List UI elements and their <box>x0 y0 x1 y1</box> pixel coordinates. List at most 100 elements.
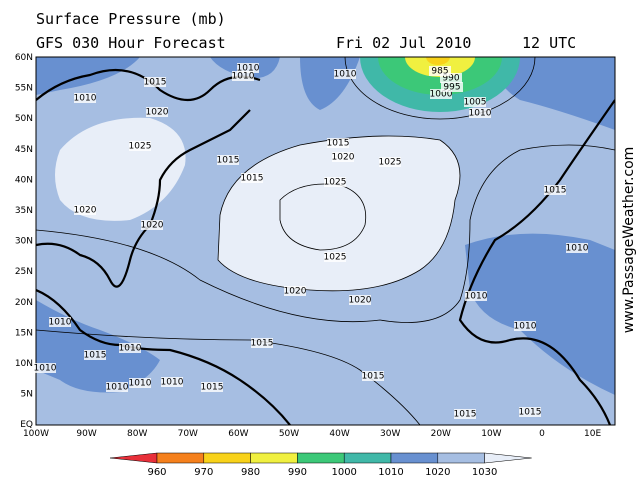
contour-label: 1010 <box>469 109 492 119</box>
colorbar-label: 970 <box>194 467 213 478</box>
lat-label: 45N <box>15 145 33 155</box>
contour-label-bg <box>429 66 451 76</box>
subtitle: GFS 030 Hour Forecast <box>36 34 226 52</box>
contour-label-bg <box>84 350 106 360</box>
contour-label-bg <box>161 377 183 387</box>
lat-label: 30N <box>15 237 33 247</box>
contour-label-bg <box>74 93 96 103</box>
lon-label: 60W <box>228 429 248 439</box>
contour-label: 1010 <box>232 72 255 82</box>
colorbar-segment <box>250 452 298 464</box>
contour-label: 1010 <box>514 322 537 332</box>
contour-label-bg <box>241 173 263 183</box>
contour-label: 1010 <box>119 344 142 354</box>
contour-label-bg <box>514 321 536 331</box>
contour-label-bg <box>544 185 566 195</box>
contour-label-bg <box>129 378 151 388</box>
contour-label-bg <box>74 205 96 215</box>
contour-label-bg <box>440 73 462 83</box>
contour-label: 985 <box>431 67 448 77</box>
title: Surface Pressure (mb) <box>36 10 226 28</box>
contour-label-bg <box>465 291 487 301</box>
contour-label: 1010 <box>49 318 72 328</box>
lon-label: 70W <box>178 429 198 439</box>
contour-label: 1025 <box>129 142 152 152</box>
contour-label: 1015 <box>217 156 240 166</box>
contour-label: 1015 <box>251 339 274 349</box>
contour-label: 1000 <box>430 90 453 100</box>
contour-label-bg <box>469 108 491 118</box>
contour-label-bg <box>324 252 346 262</box>
contour-label: 1005 <box>464 98 487 108</box>
colorbar-label: 1000 <box>331 467 356 478</box>
contour-label: 995 <box>443 83 460 93</box>
lat-label: 60N <box>15 53 33 63</box>
contour-label-bg <box>144 77 166 87</box>
lon-label: 20W <box>431 429 451 439</box>
contour-label: 1010 <box>74 94 97 104</box>
contour-label-bg <box>201 382 223 392</box>
contour-label: 1015 <box>454 410 477 420</box>
contour-label-bg <box>129 141 151 151</box>
contour-label: 1020 <box>349 296 372 306</box>
contour-label-bg <box>146 107 168 117</box>
colorbar-label: 980 <box>241 467 260 478</box>
lat-label: 15N <box>15 328 33 338</box>
contour-label: 1015 <box>84 351 107 361</box>
contour-label-bg <box>251 338 273 348</box>
contour-label-bg <box>141 220 163 230</box>
contour-label: 1020 <box>74 206 97 216</box>
lat-label: EQ <box>20 420 33 430</box>
contour-label-bg <box>119 343 141 353</box>
contour-label-bg <box>454 409 476 419</box>
lon-label: 0 <box>539 429 545 439</box>
lat-label: 35N <box>15 206 33 216</box>
lon-label: 10E <box>584 429 601 439</box>
colorbar-segment <box>343 452 392 464</box>
contour-label: 1020 <box>332 153 355 163</box>
colorbar-label: 1010 <box>378 467 403 478</box>
map-frame <box>35 56 616 426</box>
contour-label-bg <box>284 286 306 296</box>
lat-label: 5N <box>21 390 33 400</box>
colorbar-segment <box>297 452 345 464</box>
lon-label: 40W <box>329 429 349 439</box>
contour-label: 1025 <box>324 253 347 263</box>
contour-label-bg <box>566 243 588 253</box>
contour-label-bg <box>334 69 356 79</box>
contour-label: 990 <box>442 74 459 84</box>
colorbar-label: 960 <box>147 467 166 478</box>
colorbar-label: 1020 <box>425 467 450 478</box>
lon-label: 90W <box>76 429 96 439</box>
colorbar-arrow <box>484 452 532 464</box>
contour-label: 1010 <box>566 244 589 254</box>
contour-label: 1015 <box>362 372 385 382</box>
contour-label: 1010 <box>129 379 152 389</box>
contour-label: 1010 <box>465 292 488 302</box>
contour-label-bg <box>349 295 371 305</box>
contour-label-bg <box>332 152 354 162</box>
contour-label-bg <box>430 89 452 99</box>
contour-label-bg <box>362 371 384 381</box>
colorbar-label: 990 <box>288 467 307 478</box>
lon-label: 100W <box>23 429 49 439</box>
lat-label: 40N <box>15 175 33 185</box>
lon-label: 30W <box>380 429 400 439</box>
contour-label: 1015 <box>544 186 567 196</box>
colorbar-arrow <box>109 452 158 464</box>
contour-label: 1020 <box>284 287 307 297</box>
contour-label: 1015 <box>144 78 167 88</box>
contour-label: 1015 <box>327 139 350 149</box>
contour-label: 1010 <box>106 383 129 393</box>
lat-label: 10N <box>15 359 33 369</box>
contour-label-bg <box>441 82 463 92</box>
contour-label-bg <box>217 155 239 165</box>
contour-label: 1015 <box>519 408 542 418</box>
contour-label: 1010 <box>161 378 184 388</box>
lat-label: 25N <box>15 267 33 277</box>
lat-label: 50N <box>15 114 33 124</box>
contour-label: 1010 <box>34 364 57 374</box>
lon-label: 80W <box>127 429 147 439</box>
lat-label: 55N <box>15 84 33 94</box>
